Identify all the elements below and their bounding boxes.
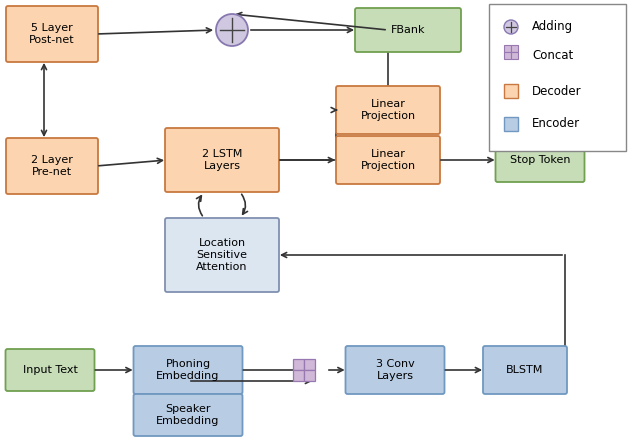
- FancyBboxPatch shape: [6, 349, 95, 391]
- FancyBboxPatch shape: [483, 346, 567, 394]
- Text: BLSTM: BLSTM: [506, 365, 544, 375]
- Bar: [504, 117, 518, 131]
- Bar: [504, 52, 511, 59]
- Text: Location
Sensitive
Attention: Location Sensitive Attention: [197, 238, 248, 273]
- Text: Adding: Adding: [532, 20, 573, 33]
- Text: Phoning
Embedding: Phoning Embedding: [156, 359, 220, 381]
- Text: Linear
Projection: Linear Projection: [360, 99, 416, 121]
- Text: 3 Conv
Layers: 3 Conv Layers: [375, 359, 415, 381]
- FancyBboxPatch shape: [355, 8, 461, 52]
- FancyBboxPatch shape: [165, 218, 279, 292]
- Text: Input Text: Input Text: [23, 365, 78, 375]
- FancyBboxPatch shape: [336, 86, 440, 134]
- Bar: [504, 84, 518, 99]
- FancyBboxPatch shape: [489, 4, 626, 151]
- FancyBboxPatch shape: [133, 394, 243, 436]
- Bar: [504, 45, 511, 52]
- Text: Linear
Projection: Linear Projection: [360, 149, 416, 171]
- Text: Speaker
Embedding: Speaker Embedding: [156, 404, 220, 426]
- Text: 2 LSTM
Layers: 2 LSTM Layers: [202, 149, 242, 171]
- Bar: [304, 370, 315, 381]
- Bar: [304, 359, 315, 370]
- Text: 2 Layer
Pre-net: 2 Layer Pre-net: [31, 155, 73, 177]
- Bar: [293, 359, 304, 370]
- FancyBboxPatch shape: [6, 138, 98, 194]
- FancyBboxPatch shape: [495, 138, 585, 182]
- Text: Concat: Concat: [532, 49, 573, 62]
- Text: 5 Layer
Post-net: 5 Layer Post-net: [29, 23, 75, 45]
- Bar: [511, 52, 518, 59]
- FancyBboxPatch shape: [336, 136, 440, 184]
- FancyBboxPatch shape: [346, 346, 444, 394]
- Text: Stop Token: Stop Token: [510, 155, 570, 165]
- Text: Encoder: Encoder: [532, 117, 580, 130]
- Circle shape: [216, 14, 248, 46]
- Bar: [293, 370, 304, 381]
- Bar: [511, 45, 518, 52]
- Text: Decoder: Decoder: [532, 85, 581, 98]
- FancyBboxPatch shape: [6, 6, 98, 62]
- FancyBboxPatch shape: [165, 128, 279, 192]
- Circle shape: [504, 20, 518, 34]
- FancyBboxPatch shape: [133, 346, 243, 394]
- Text: FBank: FBank: [391, 25, 425, 35]
